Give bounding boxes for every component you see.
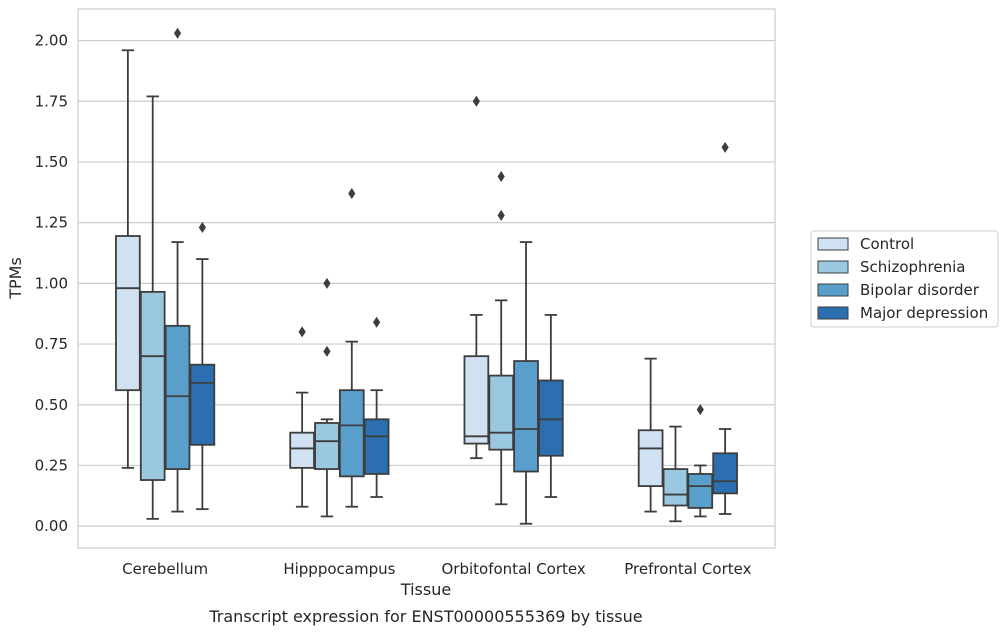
outlier-point: [696, 404, 704, 416]
box-body: [712, 452, 738, 495]
outlier-point: [323, 277, 331, 289]
y-tick-label: 1.75: [35, 92, 68, 110]
category-group: [637, 141, 738, 523]
box-body: [538, 379, 564, 457]
box: [538, 314, 564, 498]
y-tick-label: 0.75: [35, 335, 68, 353]
box: [189, 222, 216, 511]
box: [338, 188, 365, 508]
x-axis-label: Tissue: [400, 580, 451, 599]
box: [314, 277, 340, 518]
outlier-point: [173, 27, 182, 39]
box-body: [289, 431, 315, 469]
y-tick-labels: 0.00 0.25 0.50 0.75 1.00 1.25 1.50 1.75 2.00: [35, 32, 68, 536]
legend-label: Control: [860, 235, 914, 253]
box-body: [139, 290, 166, 481]
legend: Control Schizophrenia Bipolar disorder Majo…: [810, 230, 999, 328]
box-body: [314, 422, 340, 470]
x-tick-label: Prefrontal Cortex: [624, 560, 751, 578]
x-tick-labels: Cerebellum Hipppocampus Orbitofontal Corte…: [122, 560, 751, 578]
box: [513, 241, 539, 525]
y-axis-label: TPMs: [6, 257, 25, 300]
category-group: [115, 27, 216, 520]
y-tick-label: 0.25: [35, 456, 68, 474]
box-groups: [115, 27, 738, 525]
outlier-point: [323, 345, 331, 357]
box-body: [189, 363, 216, 446]
box-body: [687, 473, 714, 509]
outlier-point: [198, 222, 206, 234]
box: [139, 95, 166, 520]
box: [115, 49, 141, 469]
y-tick-label: 1.00: [35, 274, 68, 292]
chart-caption: Transcript expression for ENST0000055536…: [208, 607, 642, 626]
box-body: [338, 389, 365, 478]
plot-frame: [77, 8, 776, 549]
box: [488, 171, 515, 506]
y-tick-label: 0.50: [35, 396, 68, 414]
outlier-point: [497, 209, 505, 221]
box-body: [488, 374, 515, 451]
box-body: [115, 235, 141, 392]
box: [164, 27, 191, 513]
legend-swatch: [817, 306, 849, 320]
outlier-point: [348, 188, 356, 200]
box-body: [463, 355, 490, 445]
box-body: [164, 324, 191, 470]
outlier-point: [472, 95, 480, 107]
x-tick-label: Orbitofontal Cortex: [442, 560, 586, 578]
y-tick-label: 1.50: [35, 153, 68, 171]
box: [712, 141, 738, 515]
box-body: [662, 468, 689, 507]
box-body: [637, 429, 664, 487]
box: [289, 326, 315, 508]
outlier-point: [373, 316, 381, 328]
box: [363, 316, 390, 498]
legend-label: Major depression: [860, 304, 988, 322]
category-group: [463, 95, 564, 525]
category-group: [289, 188, 390, 518]
legend-swatch: [817, 283, 849, 297]
box: [687, 404, 714, 518]
outlier-point: [497, 171, 505, 183]
y-tick-label: 1.25: [35, 214, 68, 232]
x-tick-label: Hipppocampus: [283, 560, 395, 578]
legend-swatch: [817, 260, 849, 274]
outlier-point: [721, 141, 729, 153]
box: [637, 357, 664, 513]
legend-frame: [810, 230, 999, 328]
box-body: [513, 360, 539, 473]
box: [463, 95, 490, 460]
legend-label: Schizophrenia: [860, 258, 965, 276]
y-tick-label: 0.00: [35, 517, 68, 535]
box-body: [363, 418, 390, 475]
box: [662, 425, 689, 523]
outlier-point: [298, 326, 306, 338]
y-tick-label: 2.00: [35, 32, 68, 50]
x-tick-label: Cerebellum: [122, 560, 208, 578]
legend-swatch: [817, 237, 849, 251]
legend-label: Bipolar disorder: [860, 281, 980, 299]
